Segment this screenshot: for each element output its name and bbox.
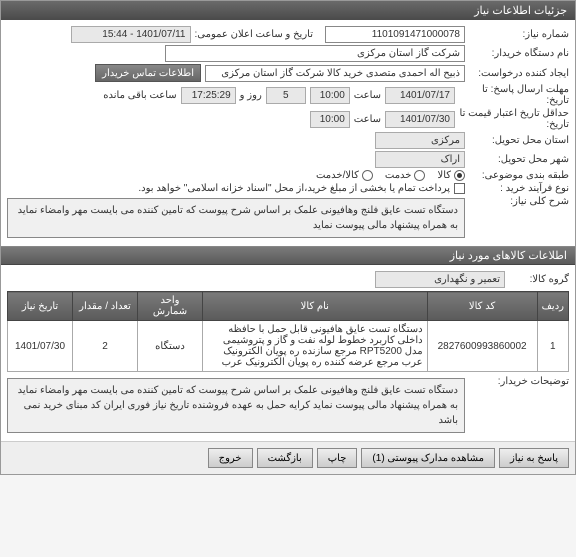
contact-button[interactable]: اطلاعات تماس خریدار [95, 64, 201, 82]
exit-button[interactable]: خروج [208, 448, 253, 468]
deadline-label: مهلت ارسال پاسخ: تا تاریخ: [459, 84, 569, 106]
cell-code: 2827600993860002 [427, 321, 537, 372]
desc-box: دستگاه تست عایق فلنج وهافیونی علمک بر اس… [7, 198, 465, 238]
group-field: تعمیر و نگهداری [375, 271, 505, 288]
radio-both-circle [362, 170, 373, 181]
th-name: نام کالا [203, 292, 428, 321]
validity-time-field: 10:00 [310, 111, 350, 128]
province-label: استان محل تحویل: [469, 135, 569, 146]
goods-content: گروه کالا: تعمیر و نگهداری ردیف کد کالا … [1, 265, 575, 441]
countdown-field: 17:25:29 [181, 87, 236, 104]
th-idx: ردیف [537, 292, 568, 321]
radio-service-circle [414, 170, 425, 181]
th-date: تاریخ نیاز [8, 292, 73, 321]
radio-goods-circle [454, 170, 465, 181]
th-code: کد کالا [427, 292, 537, 321]
cell-date: 1401/07/30 [8, 321, 73, 372]
attachments-button[interactable]: مشاهده مدارک پیوستی (1) [361, 448, 495, 468]
window-title: جزئیات اطلاعات نیاز [474, 5, 567, 17]
cell-unit: دستگاه [138, 321, 203, 372]
goods-section-header: اطلاعات کالاهای مورد نیاز [1, 246, 575, 265]
creator-field: ذبیح اله احمدی متصدی خرید کالا شرکت گاز … [205, 65, 465, 82]
creator-label: ایجاد کننده درخواست: [469, 68, 569, 79]
time-label-1: ساعت [354, 90, 381, 101]
back-button[interactable]: بازگشت [257, 448, 313, 468]
respond-button[interactable]: پاسخ به نیاز [499, 448, 569, 468]
radio-goods-label: کالا [437, 170, 451, 181]
buyer-notes-label: توضیحات خریدار: [469, 376, 569, 387]
validity-date-field: 1401/07/30 [385, 111, 455, 128]
main-window: جزئیات اطلاعات نیاز شماره نیاز: 11010914… [0, 0, 576, 475]
province-field: مرکزی [375, 132, 465, 149]
days-field: 5 [266, 87, 306, 104]
desc-label: شرح کلی نیاز: [469, 196, 569, 207]
public-dt-label: تاریخ و ساعت اعلان عمومی: [195, 29, 314, 40]
table-row[interactable]: 1 2827600993860002 دستگاه تست عایق هافیو… [8, 321, 569, 372]
footer-buttons: پاسخ به نیاز مشاهده مدارک پیوستی (1) چاپ… [1, 441, 575, 474]
print-button[interactable]: چاپ [317, 448, 358, 468]
city-label: شهر محل تحویل: [469, 154, 569, 165]
form-content: شماره نیاز: 1101091471000078 تاریخ و ساع… [1, 20, 575, 246]
goods-table: ردیف کد کالا نام کالا واحد شمارش تعداد /… [7, 291, 569, 372]
window-titlebar: جزئیات اطلاعات نیاز [1, 1, 575, 20]
radio-both[interactable]: کالا/خدمت [316, 170, 373, 181]
process-label: نوع فرآیند خرید : [469, 183, 569, 194]
th-qty: تعداد / مقدار [73, 292, 138, 321]
time-label-2: ساعت [354, 114, 381, 125]
buyer-notes-box: دستگاه تست عایق فلنج وهافیونی علمک بر اس… [7, 378, 465, 433]
cell-qty: 2 [73, 321, 138, 372]
category-radio-group: کالا خدمت کالا/خدمت [316, 170, 465, 181]
th-unit: واحد شمارش [138, 292, 203, 321]
deadline-date-field: 1401/07/17 [385, 87, 455, 104]
org-field: شرکت گاز استان مرکزی [165, 45, 465, 62]
public-dt-field: 1401/07/11 - 15:44 [71, 26, 191, 43]
days-label: روز و [240, 90, 262, 101]
city-field: اراک [375, 151, 465, 168]
cell-idx: 1 [537, 321, 568, 372]
payment-note: پرداخت تمام یا بخشی از مبلغ خرید،از محل … [138, 183, 450, 194]
group-label: گروه کالا: [509, 274, 569, 285]
need-no-field: 1101091471000078 [325, 26, 465, 43]
remaining-label: ساعت باقی مانده [103, 90, 176, 101]
radio-service-label: خدمت [385, 170, 412, 181]
org-label: نام دستگاه خریدار: [469, 48, 569, 59]
need-no-label: شماره نیاز: [469, 29, 569, 40]
radio-goods[interactable]: کالا [437, 170, 465, 181]
cell-name: دستگاه تست عایق هافیونی قابل حمل با حافظ… [203, 321, 428, 372]
radio-both-label: کالا/خدمت [316, 170, 359, 181]
validity-label: حداقل تاریخ اعتبار قیمت تا تاریخ: [459, 108, 569, 130]
radio-service[interactable]: خدمت [385, 170, 426, 181]
deadline-time-field: 10:00 [310, 87, 350, 104]
payment-checkbox[interactable] [454, 183, 465, 194]
category-label: طبقه بندی موضوعی: [469, 170, 569, 181]
